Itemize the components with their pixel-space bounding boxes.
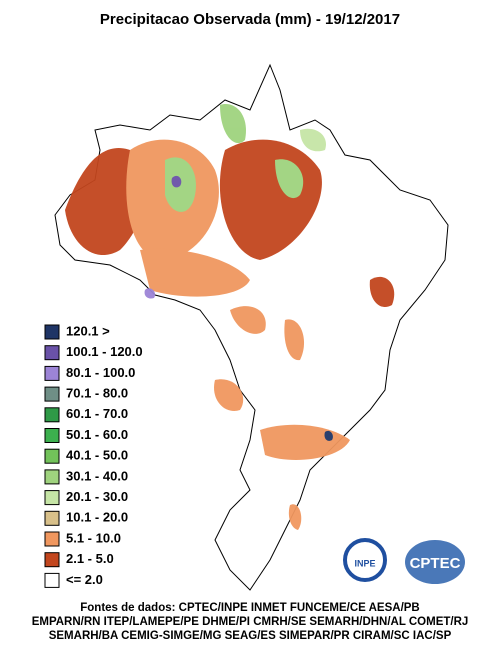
legend-swatch	[44, 365, 60, 381]
legend-swatch	[44, 448, 60, 464]
source-line: EMPARN/RN ITEP/LAMEPE/PE DHME/PI CMRH/SE…	[32, 616, 469, 628]
cptec-logo	[405, 540, 465, 584]
source-line: Fontes de dados: CPTEC/INPE INMET FUNCEM…	[80, 602, 420, 614]
legend-label: 60.1 - 70.0	[66, 406, 128, 421]
legend-swatch	[44, 572, 60, 588]
legend-swatch	[44, 324, 60, 340]
cptec-label: CPTEC	[410, 555, 461, 572]
source-line: SEMARH/BA CEMIG-SIMGE/MG SEAG/ES SIMEPAR…	[49, 630, 452, 642]
sources: Fontes de dados: CPTEC/INPE INMET FUNCEM…	[32, 602, 469, 642]
legend-swatch	[44, 490, 60, 506]
legend-label: 50.1 - 60.0	[66, 427, 128, 442]
legend-swatch	[44, 345, 60, 361]
legend-label: 70.1 - 80.0	[66, 386, 128, 401]
legend-swatch	[44, 407, 60, 423]
legend-swatch	[44, 510, 60, 526]
title: Precipitacao Observada (mm) - 19/12/2017	[100, 11, 400, 28]
legend-label: 20.1 - 30.0	[66, 489, 128, 504]
legend-label: 5.1 - 10.0	[66, 530, 121, 545]
legend-label: 10.1 - 20.0	[66, 510, 128, 525]
legend-label: 2.1 - 5.0	[66, 551, 114, 566]
legend-swatch	[44, 531, 60, 547]
precipitation-areas	[65, 104, 395, 530]
legend-swatch	[44, 428, 60, 443]
legend-label: 30.1 - 40.0	[66, 468, 128, 483]
legend-label: <= 2.0	[66, 572, 103, 587]
inpe-label: INPE	[354, 558, 375, 568]
legend-label: 80.1 - 100.0	[66, 365, 135, 380]
legend-label: 100.1 - 120.0	[66, 344, 143, 359]
inpe-logo	[343, 538, 387, 582]
legend-swatch	[44, 386, 60, 402]
legend-swatch	[44, 552, 60, 568]
legend-swatch	[44, 469, 60, 485]
legend-label: 40.1 - 50.0	[66, 448, 128, 463]
legend: 120.1 > 100.1 - 120.0 80.1 - 100.0 70.1 - 8…	[44, 323, 143, 588]
brazil-map	[54, 63, 449, 591]
logos: INPE CPTEC	[343, 538, 465, 584]
legend-label: 120.1 >	[66, 323, 110, 338]
